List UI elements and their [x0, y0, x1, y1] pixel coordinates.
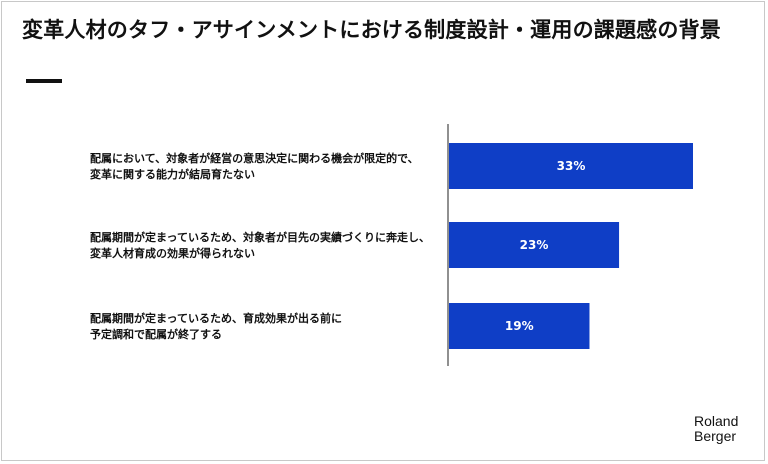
category-label-line: 変革人材育成の効果が得られない [90, 247, 255, 260]
bar-value-label-1: 33% [557, 159, 586, 173]
title-underline [26, 79, 62, 83]
category-label-line: 配属期間が定まっているため、対象者が目先の実績づくりに奔走し、 [90, 231, 431, 244]
bar-3 [449, 303, 590, 349]
bar-value-label-2: 23% [520, 238, 549, 252]
category-label-line: 予定調和で配属が終了する [90, 328, 222, 341]
bar-value-label-3: 19% [505, 319, 534, 333]
logo-line-1: Roland [694, 413, 739, 429]
category-label-line: 配属において、対象者が経営の意思決定に関わる機会が限定的で、 [90, 152, 419, 165]
category-label-line: 配属期間が定まっているため、育成効果が出る前に [90, 312, 343, 325]
bar-2 [449, 222, 620, 268]
category-label-1: 配属において、対象者が経営の意思決定に関わる機会が限定的で、 変革に関する能力が結… [90, 151, 440, 183]
category-label-2: 配属期間が定まっているため、対象者が目先の実績づくりに奔走し、 変革人材育成の効果… [90, 230, 440, 262]
category-label-line: 変革に関する能力が結局育たない [90, 168, 255, 181]
slide-title: 変革人材のタフ・アサインメントにおける制度設計・運用の課題感の背景 [22, 18, 721, 42]
logo-line-2: Berger [694, 428, 737, 444]
roland-berger-logo: Roland Berger [694, 414, 738, 444]
bar-1 [449, 143, 693, 189]
category-label-3: 配属期間が定まっているため、育成効果が出る前に 予定調和で配属が終了する [90, 311, 440, 343]
